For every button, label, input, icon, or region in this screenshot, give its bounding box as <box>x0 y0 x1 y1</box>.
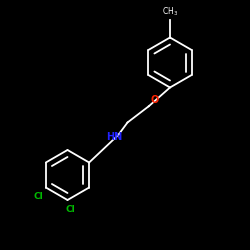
Text: Cl: Cl <box>65 206 75 214</box>
Text: Cl: Cl <box>34 192 43 201</box>
Text: HN: HN <box>106 132 122 142</box>
Text: O: O <box>150 95 158 105</box>
Text: CH$_3$: CH$_3$ <box>162 6 178 18</box>
